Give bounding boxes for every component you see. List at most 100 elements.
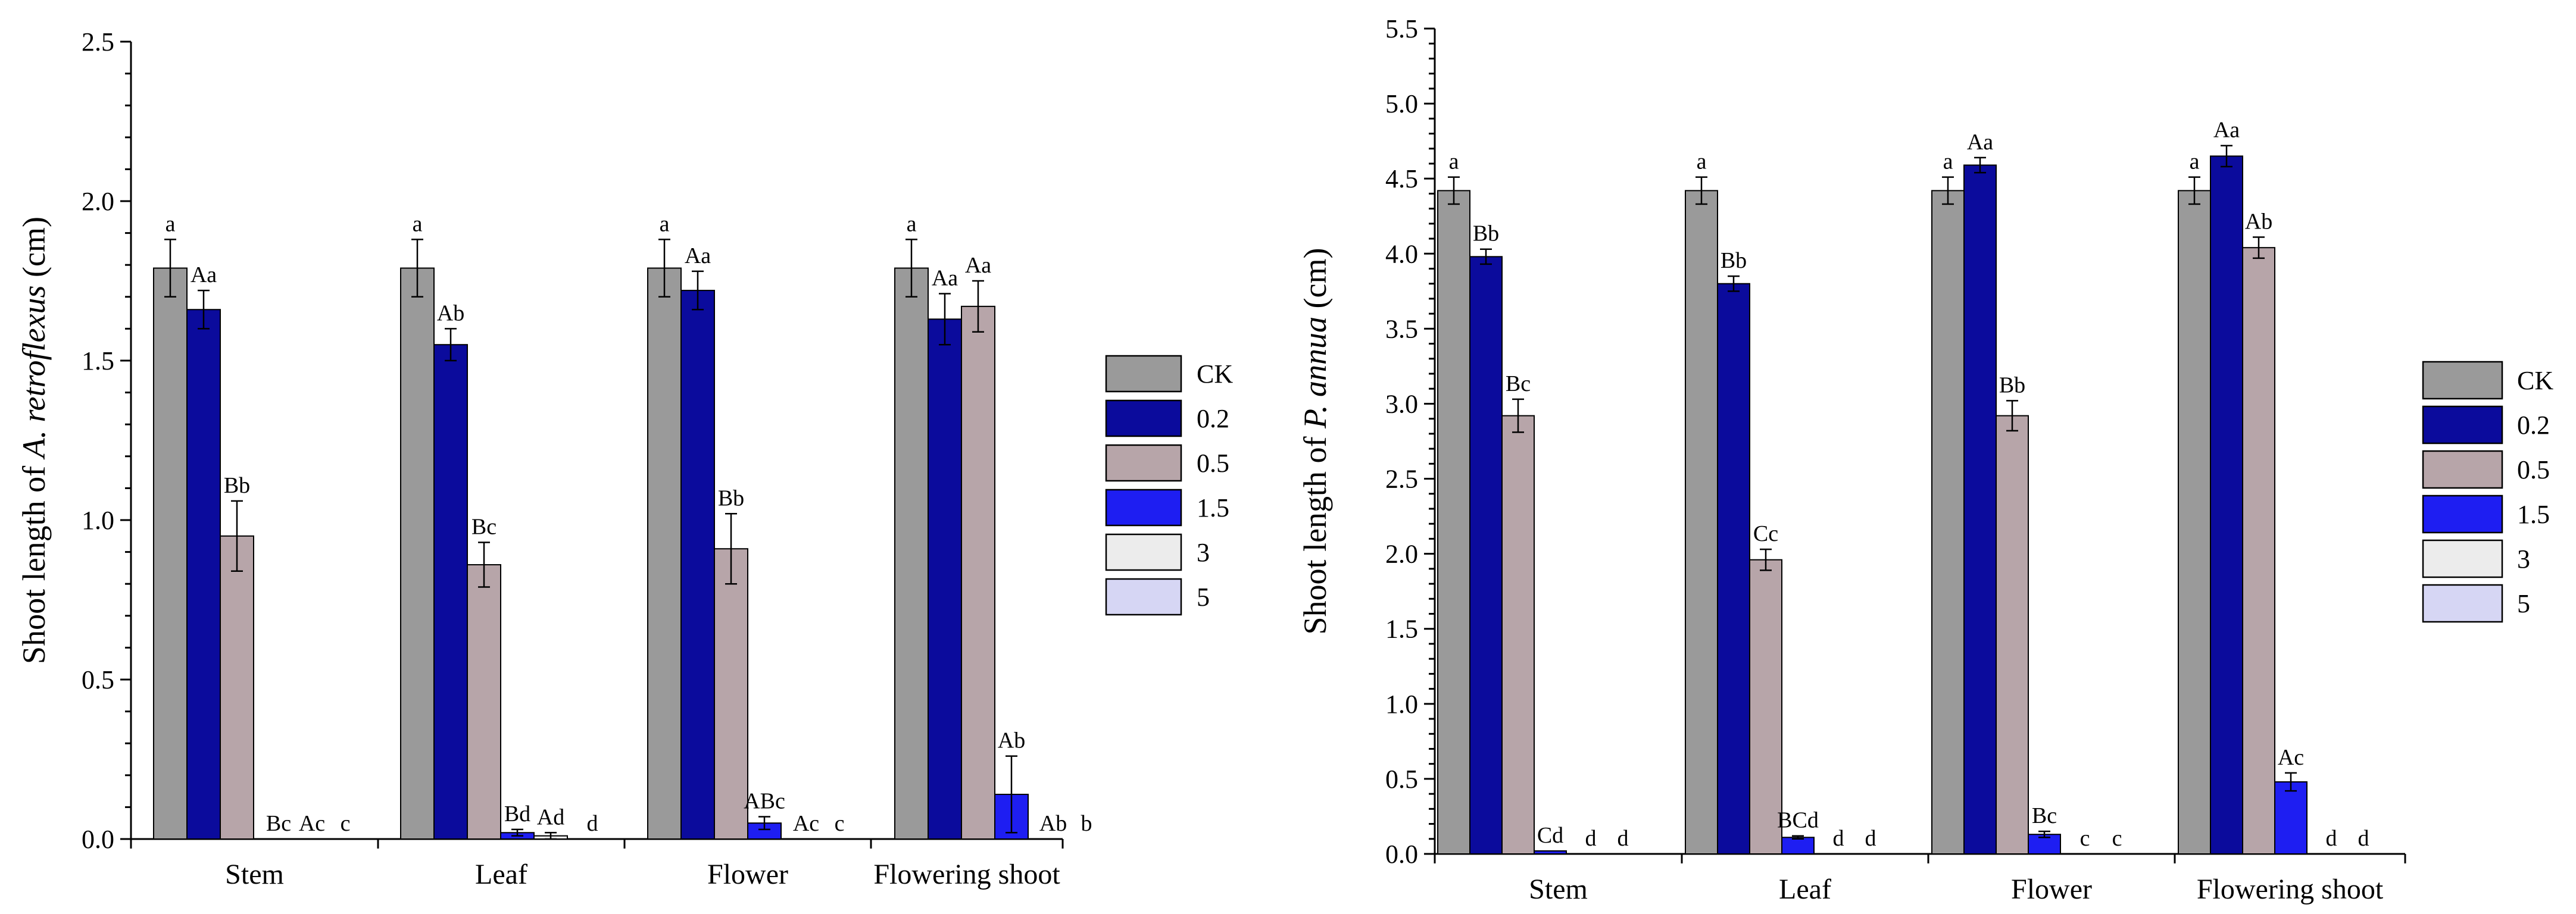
legend-swatch [2422, 584, 2503, 623]
significance-label: Cc [1753, 521, 1778, 546]
significance-label: Bb [1473, 221, 1499, 246]
bar-1_5 [1534, 850, 1567, 855]
y-tick-label: 0.5 [82, 665, 114, 694]
y-tick-label: 0.5 [1385, 765, 1418, 794]
y-axis-label: Shoot length of A. retroflexus (cm) [16, 217, 52, 664]
significance-label: Bb [224, 473, 250, 498]
significance-label: Bb [1999, 373, 2025, 397]
y-axis-label-suffix: (cm) [1297, 248, 1333, 317]
y-axis-label: Shoot length of P. annua (cm) [1297, 248, 1333, 635]
chart-panel-a-retroflexus: 0.0 0.5 1.0 1.5 2.0 2.5 Shoot length of A. ret… [16, 27, 1233, 890]
bar-0_5 [467, 564, 501, 840]
legend-swatch [2422, 450, 2503, 489]
significance-label: Bc [266, 811, 291, 836]
significance-label: Cd [1537, 823, 1563, 848]
bar-0_2 [928, 318, 962, 840]
legend-label: CK [2517, 366, 2553, 395]
bar-0_2 [1717, 283, 1750, 854]
legend-label: 0.2 [1197, 404, 1229, 433]
y-axis-label-species: A. retroflexus [16, 286, 52, 460]
significance-label: Ac [299, 811, 325, 836]
significance-label: a [2190, 149, 2200, 174]
significance-label: Ab [437, 301, 464, 325]
bar-0_5 [714, 548, 748, 840]
x-category-label: Stem [1529, 874, 1588, 905]
legend-swatch [1105, 533, 1182, 571]
significance-label: Ad [537, 805, 564, 830]
significance-label: d [1585, 826, 1597, 851]
significance-label: Bd [504, 802, 530, 827]
y-tick-label: 5.0 [1385, 89, 1418, 118]
y-tick-label: 2.0 [82, 187, 114, 216]
legend-label: 1.5 [2517, 500, 2550, 529]
legend-label: 0.5 [2517, 455, 2550, 484]
y-tick-label: 1.5 [1385, 615, 1418, 644]
y-axis-label-prefix: Shoot length of [16, 458, 52, 664]
significance-label: c [341, 811, 351, 836]
y-tick-label: 0.0 [1385, 840, 1418, 869]
significance-label: d [2358, 826, 2369, 851]
significance-label: Aa [191, 262, 217, 287]
significance-label: Aa [2213, 118, 2240, 143]
bar-1_5 [1781, 837, 1815, 855]
legend-swatch [1105, 578, 1182, 616]
x-category-label: Stem [225, 859, 284, 890]
significance-label: Aa [685, 243, 711, 268]
legend-label: 3 [2517, 544, 2530, 574]
significance-label: Bc [1506, 371, 1531, 396]
bar-CK [894, 267, 929, 840]
significance-label: Ab [2245, 209, 2272, 234]
significance-label: c [2112, 826, 2122, 851]
significance-label: d [1618, 826, 1629, 851]
legend-label: 1.5 [1197, 493, 1229, 522]
x-category-label: Flowering shoot [2197, 874, 2384, 905]
significance-label: d [2326, 826, 2337, 851]
significance-label: Aa [932, 265, 958, 290]
significance-label: a [166, 211, 176, 236]
y-tick-label: 5.5 [1385, 14, 1418, 43]
significance-label: d [1865, 826, 1876, 851]
bar-CK [2178, 190, 2211, 855]
legend-swatch [2422, 405, 2503, 445]
significance-label: ABc [744, 788, 785, 813]
significance-label: d [1833, 826, 1844, 851]
significance-label: d [587, 811, 598, 836]
y-tick-label: 1.0 [1385, 690, 1418, 719]
x-category-label: Leaf [475, 859, 527, 890]
y-tick-label: 4.5 [1385, 164, 1418, 193]
significance-label: a [1697, 149, 1707, 174]
y-tick-label: 4.0 [1385, 239, 1418, 268]
significance-label: a [907, 211, 917, 236]
x-category-label: Flowering shoot [873, 859, 1060, 890]
significance-label: a [1449, 149, 1459, 174]
y-tick-label: 1.5 [82, 346, 114, 375]
y-axis-label-suffix: (cm) [16, 217, 52, 285]
legend-swatch [2422, 361, 2503, 400]
bar-0_2 [433, 344, 468, 840]
y-tick-label: 2.5 [1385, 465, 1418, 494]
bar-CK [400, 267, 435, 840]
legend-label: 3 [1197, 538, 1210, 567]
significance-label: Ac [2278, 745, 2304, 770]
significance-label: a [660, 211, 670, 236]
significance-label: Ab [1039, 811, 1067, 836]
y-axis-label-prefix: Shoot length of [1297, 428, 1333, 635]
y-tick-label: 2.5 [82, 27, 114, 57]
bar-0_2 [2210, 155, 2243, 855]
legend-swatch [1105, 399, 1182, 437]
legend-label: 0.2 [2517, 411, 2550, 440]
bar-0_5 [220, 535, 254, 840]
y-tick-label: 1.0 [82, 506, 114, 535]
bar-CK [153, 267, 188, 840]
legend-swatch [1105, 355, 1182, 393]
significance-label: Ab [998, 728, 1025, 753]
bar-CK [1685, 190, 1718, 855]
legend-swatch [1105, 489, 1182, 527]
bar-0_2 [186, 309, 221, 840]
significance-label: b [1081, 811, 1092, 836]
x-category-label: Leaf [1779, 874, 1831, 905]
bar-0_2 [1469, 256, 1503, 855]
bar-CK [1437, 190, 1470, 855]
legend-swatch [1105, 444, 1182, 482]
